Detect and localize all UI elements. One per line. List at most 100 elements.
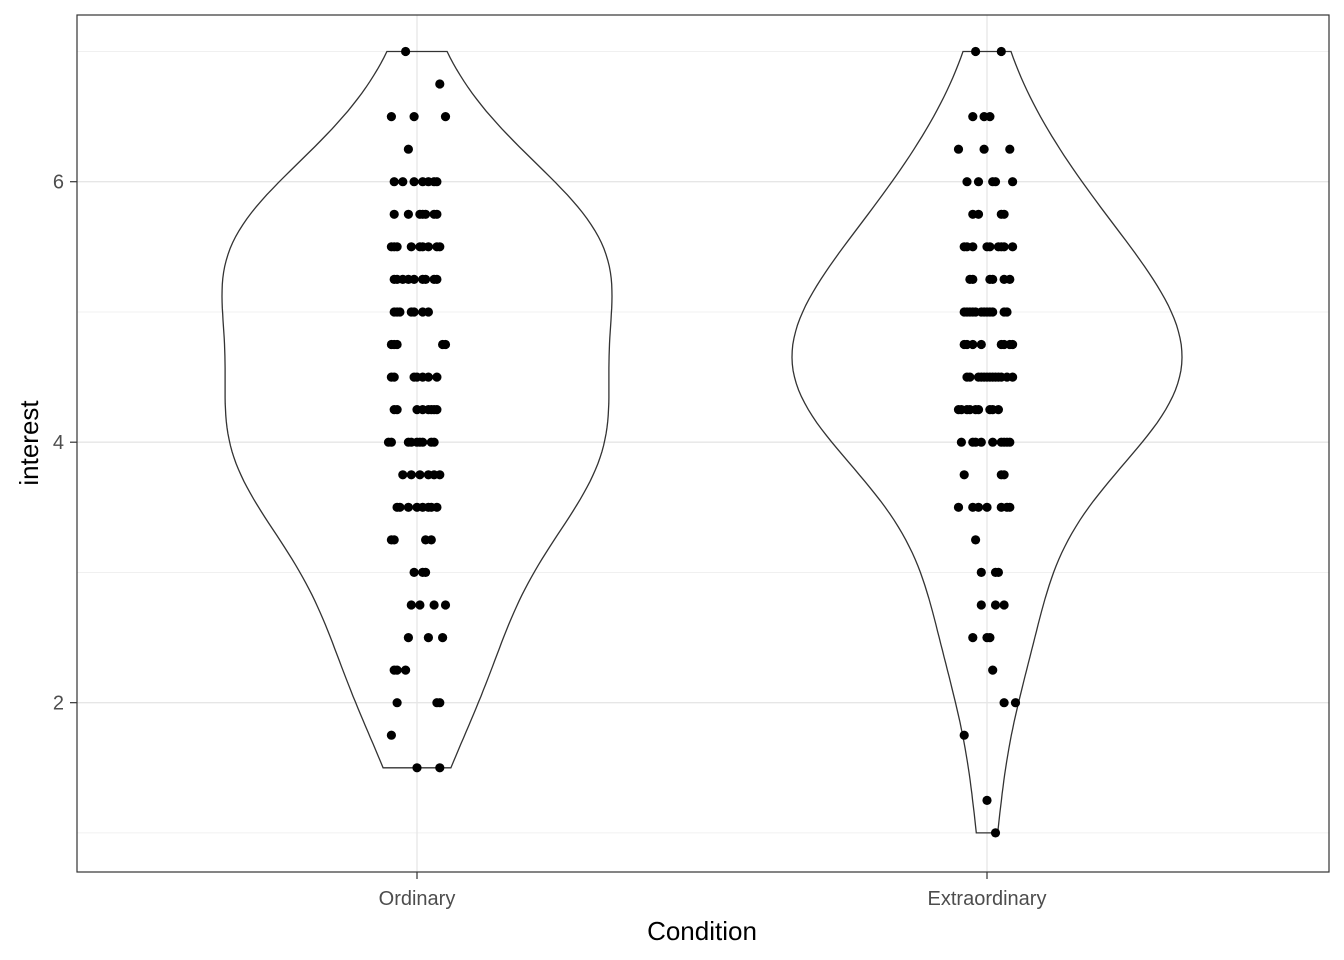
- x-tick-label: Ordinary: [379, 888, 456, 910]
- data-point: [968, 242, 978, 252]
- data-point: [435, 763, 445, 773]
- data-point: [429, 600, 439, 610]
- data-point: [990, 828, 1001, 838]
- data-point: [990, 600, 1001, 610]
- violin-ordinary: [221, 50, 613, 769]
- data-point: [395, 502, 405, 512]
- data-point: [421, 209, 431, 219]
- x-axis-title: Condition: [647, 916, 757, 946]
- data-point: [386, 730, 396, 740]
- data-point: [409, 307, 419, 317]
- data-point: [976, 437, 986, 447]
- data-point: [426, 535, 436, 545]
- data-point: [973, 502, 984, 512]
- data-point: [440, 112, 451, 122]
- data-point: [973, 405, 984, 415]
- data-point: [389, 372, 399, 382]
- data-point: [959, 470, 969, 480]
- data-point: [421, 567, 431, 578]
- data-point: [432, 372, 442, 382]
- data-point: [438, 633, 448, 643]
- data-point: [432, 405, 442, 415]
- data-point: [993, 567, 1004, 578]
- data-point: [395, 307, 405, 317]
- data-point: [982, 502, 992, 512]
- data-point: [988, 274, 998, 284]
- data-point: [968, 274, 978, 284]
- data-point: [1005, 144, 1015, 154]
- data-point: [990, 177, 1001, 187]
- y-axis: 2 4 6: [53, 172, 77, 715]
- data-point: [973, 177, 984, 187]
- data-point: [421, 274, 431, 284]
- data-point: [999, 600, 1009, 610]
- data-point: [440, 600, 451, 610]
- data-point: [976, 339, 986, 350]
- data-point: [962, 177, 972, 187]
- data-point: [1008, 242, 1018, 252]
- data-point: [1010, 698, 1021, 708]
- violin-extraordinary: [791, 50, 1183, 834]
- data-point: [389, 209, 399, 219]
- data-point: [401, 665, 411, 675]
- data-point: [423, 372, 433, 382]
- data-point: [406, 242, 416, 252]
- data-point: [999, 470, 1009, 480]
- data-point: [968, 112, 978, 122]
- data-points: [383, 46, 1021, 838]
- data-point: [401, 46, 411, 57]
- data-point: [971, 535, 981, 545]
- data-point: [386, 112, 396, 122]
- data-point: [432, 502, 442, 512]
- data-point: [959, 730, 969, 740]
- data-point: [403, 144, 413, 154]
- data-point: [429, 437, 439, 447]
- data-point: [415, 600, 425, 610]
- data-point: [993, 405, 1004, 415]
- data-point: [965, 372, 975, 382]
- data-point: [423, 242, 433, 252]
- data-point: [1008, 177, 1018, 187]
- data-point: [432, 177, 442, 187]
- data-point: [423, 633, 433, 643]
- x-tick-label: Extraordinary: [928, 888, 1047, 910]
- data-point: [971, 46, 981, 57]
- data-point: [1008, 372, 1018, 382]
- data-point: [435, 470, 445, 480]
- data-point: [412, 763, 422, 773]
- data-point: [953, 144, 964, 154]
- data-point: [389, 535, 399, 545]
- data-point: [403, 633, 413, 643]
- y-tick-label: 6: [53, 172, 64, 194]
- data-point: [988, 307, 998, 317]
- data-point: [435, 698, 445, 708]
- data-point: [973, 209, 984, 219]
- data-point: [409, 177, 419, 187]
- data-point: [409, 567, 419, 578]
- data-point: [432, 274, 442, 284]
- data-point: [1005, 274, 1015, 284]
- data-point: [406, 600, 416, 610]
- data-point: [979, 144, 989, 154]
- x-axis: Ordinary Extraordinary: [379, 872, 1047, 910]
- data-point: [1005, 502, 1015, 512]
- data-point: [1002, 307, 1012, 317]
- data-point: [415, 470, 425, 480]
- data-point: [1008, 339, 1018, 350]
- data-point: [968, 339, 978, 350]
- data-point: [398, 470, 408, 480]
- violins: [221, 50, 1183, 834]
- data-point: [988, 665, 998, 675]
- data-point: [988, 437, 998, 447]
- data-point: [1005, 437, 1015, 447]
- data-point: [976, 567, 986, 578]
- data-point: [999, 242, 1009, 252]
- data-point: [409, 112, 419, 122]
- data-point: [432, 209, 442, 219]
- data-point: [398, 177, 408, 187]
- data-point: [423, 307, 433, 317]
- data-point: [996, 46, 1006, 57]
- data-point: [985, 112, 995, 122]
- data-point: [999, 209, 1009, 219]
